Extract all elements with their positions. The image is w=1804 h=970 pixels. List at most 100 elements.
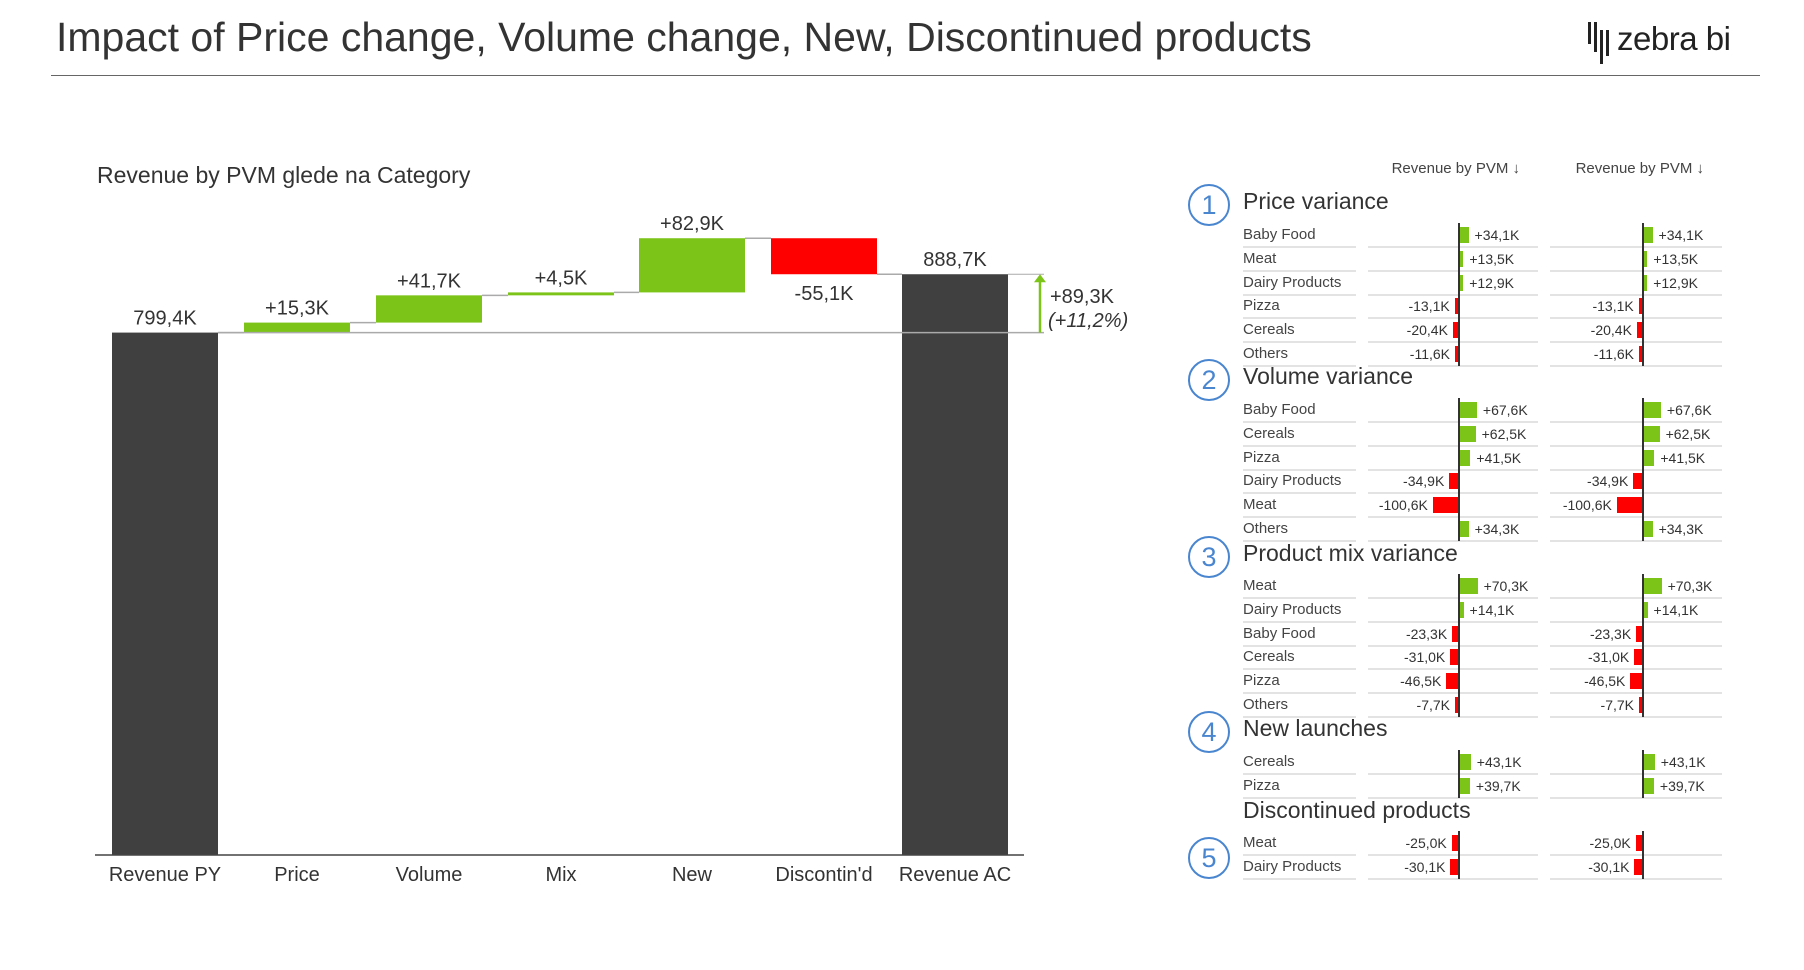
row-divider: [1550, 597, 1722, 599]
value-label: -34,9K: [1587, 473, 1629, 490]
axis-line: [1458, 270, 1460, 295]
bar-2: [376, 295, 482, 323]
row-divider: [1368, 444, 1538, 447]
axis-line: [1642, 750, 1644, 774]
axis-line: [1458, 493, 1460, 518]
step-number-circle: 4: [1188, 711, 1230, 753]
value-label: -11,6K: [1409, 346, 1450, 362]
row-divider: [1243, 444, 1356, 447]
value-label: -11,6K: [1593, 346, 1634, 362]
row-divider: [1368, 773, 1538, 775]
bar-0: [112, 332, 218, 855]
negative-bar: [1634, 858, 1642, 875]
bar-1: [244, 322, 350, 333]
row-label: Pizza: [1243, 672, 1280, 690]
row-divider: [1243, 668, 1356, 671]
value-label: -46,5K: [1400, 673, 1442, 690]
row-divider: [1368, 246, 1538, 248]
axis-line: [1642, 621, 1644, 646]
step-number-circle: 1: [1188, 184, 1230, 226]
axis-line: [1642, 398, 1644, 422]
value-label: -25,0K: [1589, 835, 1631, 851]
row-divider: [1368, 365, 1538, 367]
row-divider: [1243, 692, 1356, 695]
positive-bar: [1460, 425, 1476, 442]
negative-bar: [1449, 473, 1458, 490]
page-title: Impact of Price change, Volume change, N…: [56, 14, 1312, 60]
row-divider: [1368, 644, 1538, 647]
value-label: -25,0K: [1405, 835, 1447, 851]
row-divider: [1368, 716, 1538, 718]
row-divider: [1550, 668, 1722, 671]
row-divider: [1368, 341, 1538, 344]
row-label: Cereals: [1243, 424, 1295, 442]
row-divider: [1243, 492, 1356, 495]
category-label: Discontin'd: [775, 864, 872, 886]
row-divider: [1243, 877, 1356, 880]
positive-bar: [1644, 777, 1654, 794]
row-divider: [1243, 341, 1356, 344]
row-label: Cereals: [1243, 753, 1295, 770]
value-label: +70,3K: [1667, 578, 1713, 594]
section-title: Product mix variance: [1243, 540, 1458, 566]
axis-line: [1458, 669, 1460, 694]
value-label: +41,5K: [1660, 449, 1706, 466]
row-divider: [1243, 317, 1356, 320]
row-divider: [1550, 317, 1722, 320]
row-divider: [1368, 492, 1538, 495]
row-divider: [1368, 468, 1538, 471]
positive-bar: [1644, 449, 1655, 466]
category-label: New: [672, 864, 713, 886]
value-label: +39,7K: [1659, 777, 1705, 794]
row-divider: [1550, 516, 1722, 519]
step-number-circle: 5: [1188, 837, 1230, 879]
row-divider: [1550, 365, 1722, 367]
positive-bar: [1644, 274, 1648, 291]
value-label: +62,5K: [1481, 425, 1527, 442]
axis-line: [1458, 469, 1460, 494]
row-divider: [1368, 597, 1538, 599]
value-label: -30,1K: [1588, 858, 1630, 875]
row-divider: [1368, 796, 1538, 799]
negative-bar: [1635, 835, 1642, 851]
positive-bar: [1460, 227, 1469, 243]
negative-bar: [1633, 473, 1642, 490]
negative-bar: [1446, 673, 1458, 690]
row-label: Cereals: [1243, 648, 1295, 666]
value-label: +39,7K: [1475, 777, 1521, 794]
value-label: +41,5K: [1476, 449, 1522, 466]
row-divider: [1550, 293, 1722, 296]
negative-bar: [1634, 649, 1642, 666]
row-divider: [1243, 716, 1356, 718]
row-label: Baby Food: [1243, 226, 1316, 243]
positive-bar: [1644, 402, 1661, 418]
negative-bar: [1616, 497, 1642, 514]
row-label: Dairy Products: [1243, 600, 1342, 618]
row-divider: [1368, 421, 1538, 423]
value-label: +67,6K: [1482, 402, 1528, 418]
bar-5: [771, 238, 877, 275]
row-label: Dairy Products: [1243, 857, 1342, 875]
axis-line: [1458, 621, 1460, 646]
axis-line: [1642, 318, 1644, 343]
column-header[interactable]: Revenue by PVM ↓: [1391, 160, 1520, 177]
axis-line: [1642, 223, 1644, 247]
value-label: -23,3K: [1405, 625, 1448, 642]
positive-bar: [1460, 402, 1477, 418]
axis-line: [1642, 493, 1644, 518]
column-header[interactable]: Revenue by PVM ↓: [1575, 160, 1704, 177]
category-label: Revenue AC: [899, 864, 1011, 886]
axis-line: [1458, 773, 1460, 798]
axis-line: [1458, 223, 1460, 247]
row-divider: [1243, 644, 1356, 647]
row-divider: [1243, 269, 1356, 272]
category-label: Volume: [396, 864, 463, 886]
axis-line: [1642, 645, 1644, 670]
value-label: -20,4K: [1590, 322, 1632, 339]
data-label: +82,9K: [660, 213, 725, 235]
section-title: Price variance: [1243, 188, 1389, 214]
row-label: Pizza: [1243, 448, 1280, 466]
row-divider: [1368, 269, 1538, 272]
row-divider: [1550, 773, 1722, 775]
row-divider: [1550, 620, 1722, 623]
